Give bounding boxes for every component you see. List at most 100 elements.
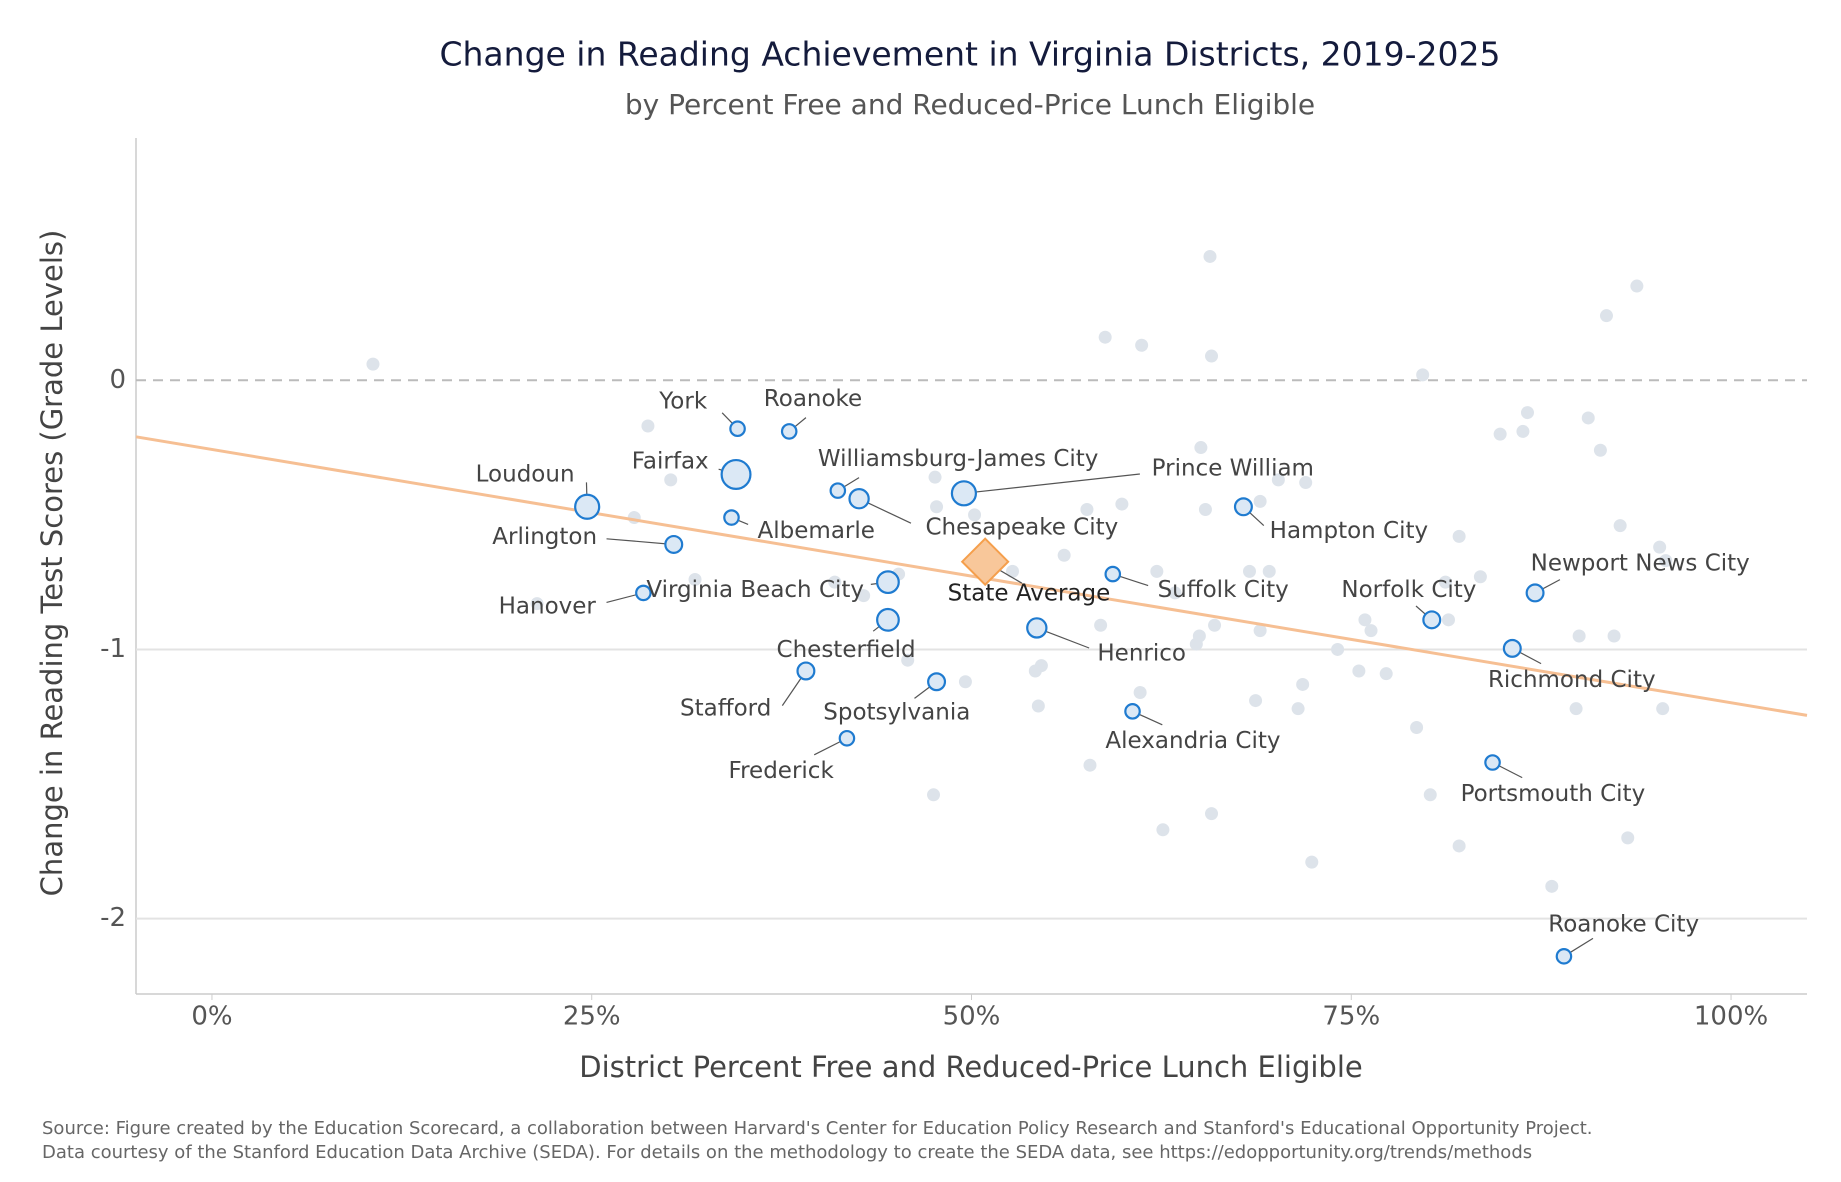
trend-line xyxy=(135,435,1808,717)
district-label: Frederick xyxy=(729,758,835,784)
district-point xyxy=(1593,443,1607,457)
district-point xyxy=(1656,702,1670,716)
district-point xyxy=(1520,406,1534,420)
district-label: Stafford xyxy=(680,696,771,722)
x-axis-title: District Percent Free and Reduced-Price … xyxy=(579,1050,1363,1084)
district-point xyxy=(1189,637,1203,651)
district-point xyxy=(1555,948,1573,965)
district-point xyxy=(1262,564,1276,578)
district-point xyxy=(1599,309,1613,323)
district-point xyxy=(1083,758,1097,772)
district-point xyxy=(1198,502,1212,516)
district-point xyxy=(1242,564,1256,578)
district-point xyxy=(857,589,871,603)
district-point xyxy=(1653,540,1667,554)
district-point xyxy=(958,675,972,689)
district-point xyxy=(1104,565,1122,583)
district-point xyxy=(1493,427,1507,441)
district-point xyxy=(876,607,900,632)
district-label: Roanoke xyxy=(764,386,862,412)
district-point xyxy=(1135,338,1149,352)
district-point xyxy=(1305,855,1319,869)
district-point xyxy=(930,500,944,514)
x-tick-label: 25% xyxy=(563,1002,621,1032)
district-point xyxy=(1545,879,1559,893)
district-point xyxy=(1080,502,1094,516)
district-point xyxy=(1410,721,1424,735)
district-point xyxy=(664,473,678,487)
district-label: Spotsylvania xyxy=(823,699,970,725)
district-point xyxy=(1581,411,1595,425)
district-point xyxy=(1438,575,1452,589)
district-point xyxy=(664,534,684,554)
district-point xyxy=(1168,586,1182,600)
district-label: Hampton City xyxy=(1270,518,1428,544)
district-point xyxy=(1296,677,1310,691)
district-point xyxy=(1253,494,1267,508)
district-point xyxy=(1422,610,1442,630)
district-point xyxy=(1416,368,1430,382)
district-point xyxy=(848,488,870,510)
source-note: Source: Figure created by the Education … xyxy=(42,1118,1593,1139)
district-point xyxy=(1150,564,1164,578)
source-note: Data courtesy of the Stanford Education … xyxy=(42,1142,1532,1163)
district-point xyxy=(838,729,856,747)
y-axis-title: Change in Reading Test Scores (Grade Lev… xyxy=(35,230,69,897)
district-point xyxy=(1133,686,1147,700)
district-point xyxy=(1484,754,1501,771)
district-point xyxy=(1115,497,1129,511)
district-point xyxy=(1569,702,1583,716)
district-point xyxy=(780,423,798,440)
district-point xyxy=(927,672,947,692)
district-point xyxy=(928,470,942,484)
district-point xyxy=(1379,667,1393,681)
district-point xyxy=(796,661,816,681)
district-point xyxy=(1613,519,1627,533)
district-point xyxy=(1253,624,1267,638)
district-point xyxy=(635,584,652,602)
district-label: Loudoun xyxy=(476,462,575,488)
district-label: Virginia Beach City xyxy=(646,577,864,603)
district-point xyxy=(1205,349,1219,363)
y-tick-label: -1 xyxy=(100,634,126,664)
district-point xyxy=(723,509,740,526)
district-label: York xyxy=(658,389,708,415)
district-label: Arlington xyxy=(492,524,597,550)
district-label: Hanover xyxy=(499,594,597,620)
district-label: Henrico xyxy=(1097,641,1186,667)
leader-line xyxy=(606,538,674,546)
district-label: Williamsburg-James City xyxy=(818,446,1099,472)
district-point xyxy=(1094,618,1108,632)
district-point xyxy=(1026,617,1048,639)
district-point xyxy=(1525,583,1545,603)
district-point xyxy=(1057,548,1071,562)
district-point xyxy=(366,357,380,371)
district-point xyxy=(720,458,752,490)
district-label: Norfolk City xyxy=(1341,577,1476,603)
district-point xyxy=(1331,642,1345,656)
district-point xyxy=(1358,613,1372,627)
district-point xyxy=(1516,424,1530,438)
district-point xyxy=(950,480,978,507)
district-point xyxy=(828,575,842,589)
district-point xyxy=(901,653,915,667)
district-point xyxy=(968,508,982,522)
district-point xyxy=(1194,441,1208,455)
district-point xyxy=(1630,279,1644,293)
y-tick-label: 0 xyxy=(109,365,126,395)
district-label: Chesapeake City xyxy=(926,515,1119,541)
district-point xyxy=(1452,529,1466,543)
district-point xyxy=(1423,788,1437,802)
chart-subtitle: by Percent Free and Reduced-Price Lunch … xyxy=(625,88,1315,121)
state-average-label: State Average xyxy=(948,581,1111,607)
district-label: Richmond City xyxy=(1488,667,1656,693)
district-point xyxy=(1203,249,1217,263)
y-tick-label: -2 xyxy=(100,903,126,933)
district-point xyxy=(829,482,847,499)
district-label: Alexandria City xyxy=(1105,728,1280,754)
district-point xyxy=(927,788,941,802)
district-label: Roanoke City xyxy=(1548,912,1699,938)
district-point xyxy=(1607,629,1621,643)
x-tick-label: 75% xyxy=(1322,1002,1380,1032)
